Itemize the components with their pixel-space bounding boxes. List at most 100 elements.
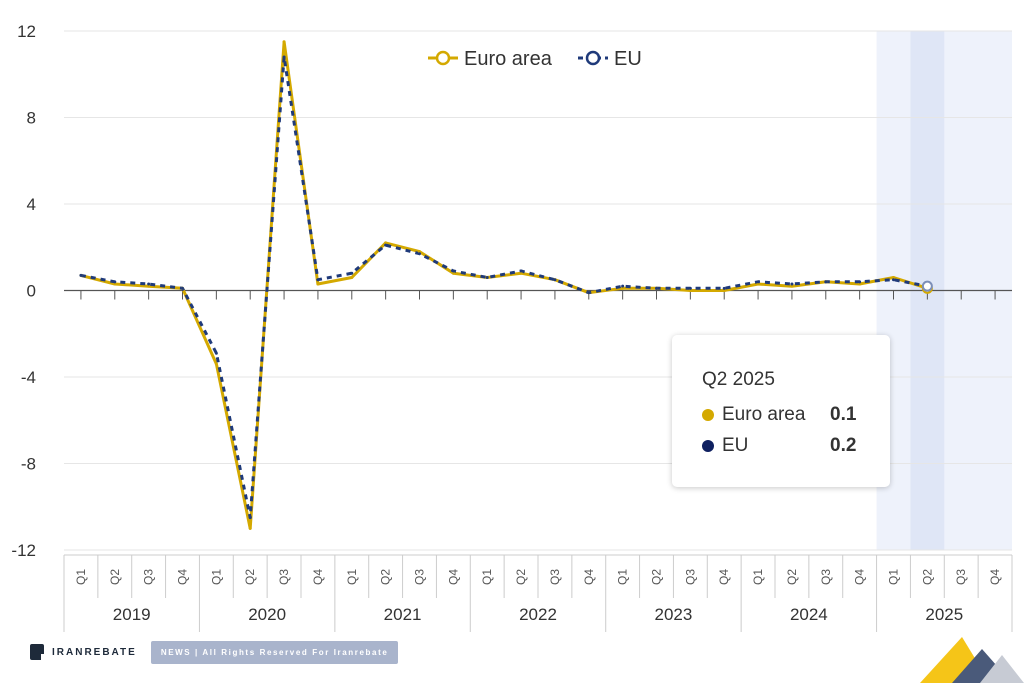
data-point-euro-area[interactable]	[858, 282, 862, 286]
x-tick-label: Q1	[616, 569, 630, 585]
year-label: 2025	[925, 605, 963, 624]
data-point-eu[interactable]	[824, 280, 828, 284]
x-tick-label: Q3	[142, 569, 156, 585]
x-tick-label: Q3	[413, 569, 427, 585]
data-point-euro-area[interactable]	[688, 289, 692, 292]
legend-label: EU	[614, 48, 642, 70]
x-tick-label: Q2	[650, 569, 664, 585]
data-point-euro-area[interactable]	[418, 250, 421, 254]
x-tick-label: Q4	[446, 569, 460, 585]
data-point-eu[interactable]	[214, 351, 218, 355]
data-point-eu[interactable]	[147, 282, 151, 286]
x-tick-label: Q2	[108, 569, 122, 585]
data-point-eu[interactable]	[113, 280, 117, 284]
data-point-euro-area[interactable]	[722, 289, 726, 292]
legend-item-euro-area[interactable]: Euro area	[428, 48, 553, 70]
tooltip-row-euro-area: Euro area 0.1	[702, 399, 860, 430]
x-tick-label: Q3	[954, 569, 968, 585]
data-point-eu[interactable]	[858, 280, 862, 284]
x-tick-label: Q2	[514, 569, 528, 585]
x-tick-label: Q4	[176, 569, 190, 585]
data-point-eu[interactable]	[350, 271, 354, 275]
data-point-eu[interactable]	[655, 286, 658, 290]
x-tick-label: Q3	[683, 569, 697, 585]
tooltip-row-eu: EU 0.2	[702, 430, 860, 461]
data-point-eu[interactable]	[519, 269, 523, 273]
data-point-eu[interactable]	[418, 252, 421, 256]
data-point-eu[interactable]	[892, 278, 895, 282]
data-point-euro-area[interactable]	[519, 271, 523, 275]
copyright-banner: NEWS | All Rights Reserved For Iranrebat…	[150, 640, 399, 664]
data-point-euro-area[interactable]	[756, 282, 760, 286]
data-point-euro-area[interactable]	[451, 271, 455, 275]
tooltip-title: Q2 2025	[702, 369, 775, 390]
y-axis: 12 8 4 0 -4 -8 -12	[11, 22, 36, 560]
data-point-eu[interactable]	[384, 243, 388, 247]
legend-label: Euro area	[464, 48, 553, 70]
x-tick-label: Q4	[853, 569, 867, 585]
x-tick-label: Q1	[751, 569, 765, 585]
footer-brand: IRANREBATE NEWS | All Rights Reserved Fo…	[30, 640, 399, 664]
data-point-eu[interactable]	[553, 278, 557, 282]
data-point-eu[interactable]	[316, 278, 320, 282]
data-point-euro-area[interactable]	[384, 241, 388, 245]
year-label: 2021	[384, 605, 422, 624]
data-point-euro-area[interactable]	[282, 40, 286, 44]
year-label: 2020	[248, 605, 286, 624]
tooltip-series-value: 0.2	[830, 434, 857, 456]
tooltip-series-name: Euro area	[722, 403, 806, 425]
y-tick-label: 0	[27, 282, 36, 301]
data-point-eu[interactable]	[756, 280, 760, 284]
x-tick-label: Q3	[277, 569, 291, 585]
legend-item-eu[interactable]: EU	[578, 48, 642, 70]
year-label: 2022	[519, 605, 557, 624]
x-tick-label: Q2	[920, 569, 934, 585]
euro-area-dot-icon	[702, 408, 714, 421]
y-tick-label: -8	[21, 455, 36, 474]
y-tick-label: 8	[27, 109, 36, 128]
x-tick-label: Q2	[785, 569, 799, 585]
data-point-euro-area[interactable]	[248, 526, 252, 530]
data-point-euro-area[interactable]	[892, 276, 895, 280]
y-tick-label: 4	[27, 195, 36, 214]
data-point-euro-area[interactable]	[790, 284, 794, 288]
brand-logo-icon	[30, 644, 46, 660]
x-tick-label: Q4	[582, 569, 596, 585]
y-tick-label: 12	[17, 22, 36, 41]
y-tick-label: -4	[21, 368, 36, 387]
data-point-euro-area[interactable]	[350, 276, 354, 280]
series-line-eu[interactable]	[80, 55, 928, 520]
data-point-eu[interactable]	[621, 284, 625, 288]
x-tick-label: Q1	[887, 569, 901, 585]
data-point-eu[interactable]	[688, 286, 692, 290]
data-point-euro-area[interactable]	[147, 284, 151, 288]
x-tick-label: Q1	[209, 569, 223, 585]
legend[interactable]: Euro area EU	[428, 48, 642, 70]
data-point-euro-area[interactable]	[214, 362, 218, 366]
data-point-eu[interactable]	[282, 55, 286, 59]
data-point-eu[interactable]	[790, 282, 794, 286]
x-tick-label: Q1	[74, 569, 88, 585]
x-tick-label: Q1	[480, 569, 494, 585]
data-point-eu[interactable]	[79, 273, 83, 277]
x-tick-label: Q2	[379, 569, 393, 585]
data-point-eu[interactable]	[921, 280, 933, 292]
data-point-eu[interactable]	[181, 286, 184, 290]
year-label: 2023	[655, 605, 693, 624]
year-label: 2024	[790, 605, 828, 624]
legend-marker-icon	[585, 50, 601, 66]
data-point-euro-area[interactable]	[621, 286, 625, 290]
data-point-eu[interactable]	[722, 286, 726, 290]
x-tick-label: Q4	[988, 569, 1002, 585]
data-point-euro-area[interactable]	[316, 282, 320, 286]
data-point-eu[interactable]	[451, 269, 455, 273]
data-point-eu[interactable]	[485, 276, 489, 280]
data-point-eu[interactable]	[587, 291, 591, 295]
brand-name: IRANREBATE	[52, 646, 137, 658]
data-point-eu[interactable]	[248, 516, 252, 520]
data-point-euro-area[interactable]	[113, 282, 117, 286]
x-tick-label: Q4	[717, 569, 731, 585]
tooltip-series-name: EU	[722, 434, 749, 456]
year-label: 2019	[113, 605, 151, 624]
